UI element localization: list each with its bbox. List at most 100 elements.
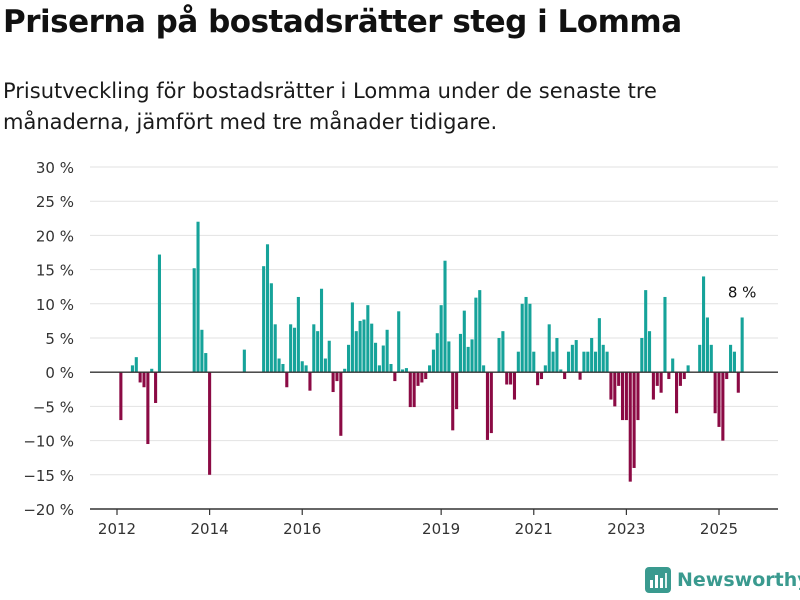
bar xyxy=(543,365,547,373)
y-tick-label: −15 % xyxy=(23,467,74,485)
bar xyxy=(262,266,266,373)
bar xyxy=(628,372,632,482)
x-tick-label: 2016 xyxy=(283,520,321,538)
x-tick-label: 2021 xyxy=(515,520,553,538)
latest-value-label: 8 % xyxy=(728,283,757,301)
bar xyxy=(586,351,590,373)
bar xyxy=(439,305,443,373)
gridlines xyxy=(90,166,778,510)
bar xyxy=(381,345,385,373)
y-tick-label: −20 % xyxy=(23,501,74,519)
bar xyxy=(134,357,138,373)
bar xyxy=(289,324,293,373)
axes xyxy=(90,371,778,510)
bar xyxy=(559,369,563,373)
bar xyxy=(686,365,690,373)
bar xyxy=(539,372,544,380)
bar xyxy=(732,351,736,373)
x-tick-label: 2025 xyxy=(700,520,738,538)
bar xyxy=(640,338,644,373)
bar xyxy=(404,368,408,373)
bar xyxy=(470,339,474,373)
bars xyxy=(119,221,744,482)
bar xyxy=(200,329,204,373)
bar xyxy=(138,372,142,383)
bar xyxy=(474,297,478,373)
bar xyxy=(362,319,366,373)
bar xyxy=(273,324,277,373)
bar-chart: −20 % −15 % −10 % −5 % 0 % 5 % 10 % 15 % 20 % 25 … xyxy=(23,159,778,538)
bar xyxy=(597,318,601,373)
bar xyxy=(157,254,161,373)
y-tick-label: 10 % xyxy=(36,296,74,314)
bar xyxy=(150,368,154,373)
bar xyxy=(717,372,721,427)
bar xyxy=(578,372,582,380)
bar xyxy=(593,351,598,373)
bar xyxy=(528,303,532,373)
bar xyxy=(536,372,540,386)
bar xyxy=(482,365,486,373)
bar xyxy=(516,351,520,373)
bar xyxy=(478,290,482,373)
bar xyxy=(725,372,729,380)
bar xyxy=(358,320,362,373)
bar xyxy=(292,327,297,373)
bar xyxy=(428,365,432,373)
bar xyxy=(308,372,312,391)
bar xyxy=(408,372,412,408)
newsworthy-chart-icon xyxy=(645,567,671,593)
bar xyxy=(312,324,316,373)
bar xyxy=(620,372,625,421)
bar xyxy=(397,311,401,373)
bar xyxy=(485,372,490,440)
bar xyxy=(435,333,439,373)
bar xyxy=(651,372,655,400)
bar xyxy=(675,372,679,414)
y-tick-label: 15 % xyxy=(36,262,74,280)
bar xyxy=(709,344,713,373)
bar xyxy=(466,346,470,373)
bar xyxy=(566,351,571,373)
bar xyxy=(489,372,493,434)
bar xyxy=(323,358,327,373)
bar xyxy=(146,372,150,445)
bar xyxy=(582,351,586,373)
bar xyxy=(462,310,466,373)
bar xyxy=(424,372,428,380)
bar xyxy=(563,372,567,380)
bar xyxy=(520,303,524,373)
bar xyxy=(613,372,617,407)
bar xyxy=(412,372,416,408)
bar xyxy=(555,338,559,373)
bar xyxy=(512,372,517,400)
y-tick-label: −10 % xyxy=(23,433,74,451)
bar xyxy=(713,372,717,414)
x-tick-label: 2023 xyxy=(607,520,645,538)
bar xyxy=(370,323,374,373)
bar xyxy=(609,372,613,400)
x-tick-label: 2019 xyxy=(422,520,460,538)
bar xyxy=(142,372,146,388)
bar xyxy=(532,351,536,373)
bar xyxy=(285,372,289,388)
bar xyxy=(636,372,640,421)
bar xyxy=(281,363,285,373)
bar xyxy=(455,372,459,410)
bar xyxy=(647,331,652,373)
x-tick-label: 2014 xyxy=(191,520,229,538)
y-tick-label: 5 % xyxy=(45,330,74,348)
chart-subtitle: Prisutveckling för bostadsrätter i Lomma… xyxy=(3,79,657,134)
x-tick-label: 2012 xyxy=(98,520,136,538)
bar xyxy=(601,344,605,373)
bar xyxy=(374,342,378,373)
bar xyxy=(393,372,397,382)
bar xyxy=(242,349,246,373)
bar xyxy=(729,344,733,373)
bar xyxy=(451,372,455,431)
bar xyxy=(300,361,304,373)
bar xyxy=(277,358,281,373)
bar xyxy=(377,365,381,373)
bar xyxy=(385,329,389,373)
bar xyxy=(304,365,308,373)
